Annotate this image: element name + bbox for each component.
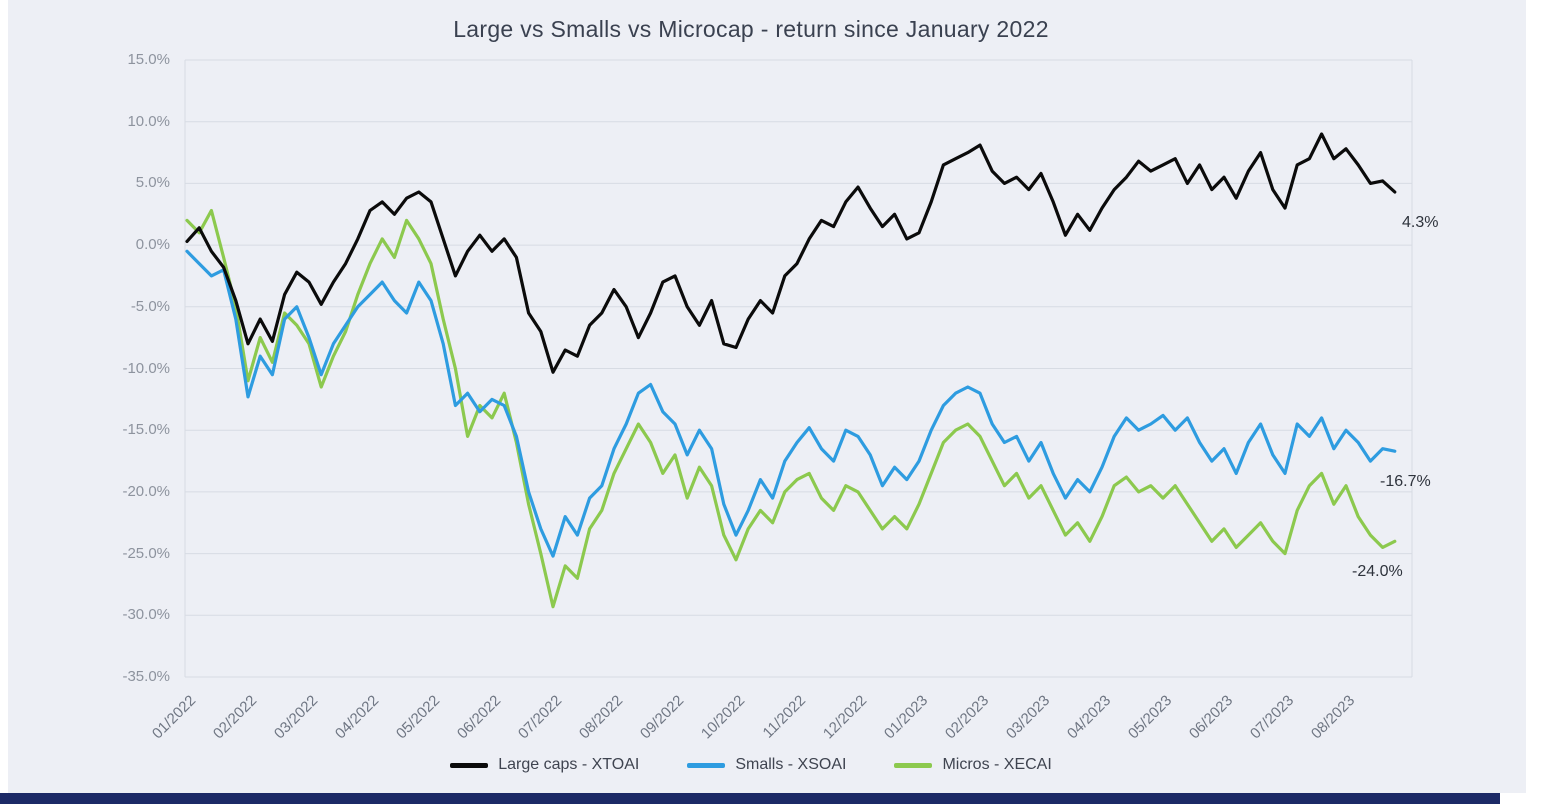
footer-bar	[0, 793, 1500, 804]
y-tick-label: 5.0%	[135, 174, 170, 192]
end-value-label-micros: -24.0%	[1352, 563, 1403, 581]
legend-label-micros: Micros - XECAI	[942, 756, 1052, 773]
y-tick-label: -10.0%	[122, 359, 170, 377]
chart-title: Large vs Smalls vs Microcap - return sin…	[453, 16, 1049, 42]
legend-swatch-smalls	[687, 762, 726, 768]
y-tick-label: -35.0%	[122, 668, 170, 685]
y-tick-label: -20.0%	[122, 482, 170, 500]
y-tick-label: 10.0%	[127, 112, 170, 130]
legend-swatch-large-caps	[450, 762, 489, 768]
legend: Large caps - XTOAI Smalls - XSOAI Micros…	[0, 756, 1502, 774]
legend-swatch-micros	[894, 762, 933, 768]
y-tick-label: -25.0%	[122, 544, 170, 562]
chart-canvas	[8, 0, 1526, 793]
y-tick-label: -30.0%	[122, 606, 170, 624]
legend-label-smalls: Smalls - XSOAI	[735, 756, 847, 773]
end-value-label-large-caps: 4.3%	[1402, 214, 1439, 232]
legend-item-micros[interactable]: Micros - XECAI	[894, 756, 1052, 774]
end-value-label-smalls: -16.7%	[1380, 473, 1431, 491]
y-tick-label: -15.0%	[122, 421, 170, 439]
y-tick-label: 15.0%	[127, 51, 170, 68]
legend-item-smalls[interactable]: Smalls - XSOAI	[687, 756, 846, 774]
legend-label-large-caps: Large caps - XTOAI	[498, 756, 640, 773]
y-tick-label: -5.0%	[130, 297, 170, 315]
y-tick-label: 0.0%	[135, 236, 170, 254]
legend-item-large-caps[interactable]: Large caps - XTOAI	[450, 756, 639, 774]
